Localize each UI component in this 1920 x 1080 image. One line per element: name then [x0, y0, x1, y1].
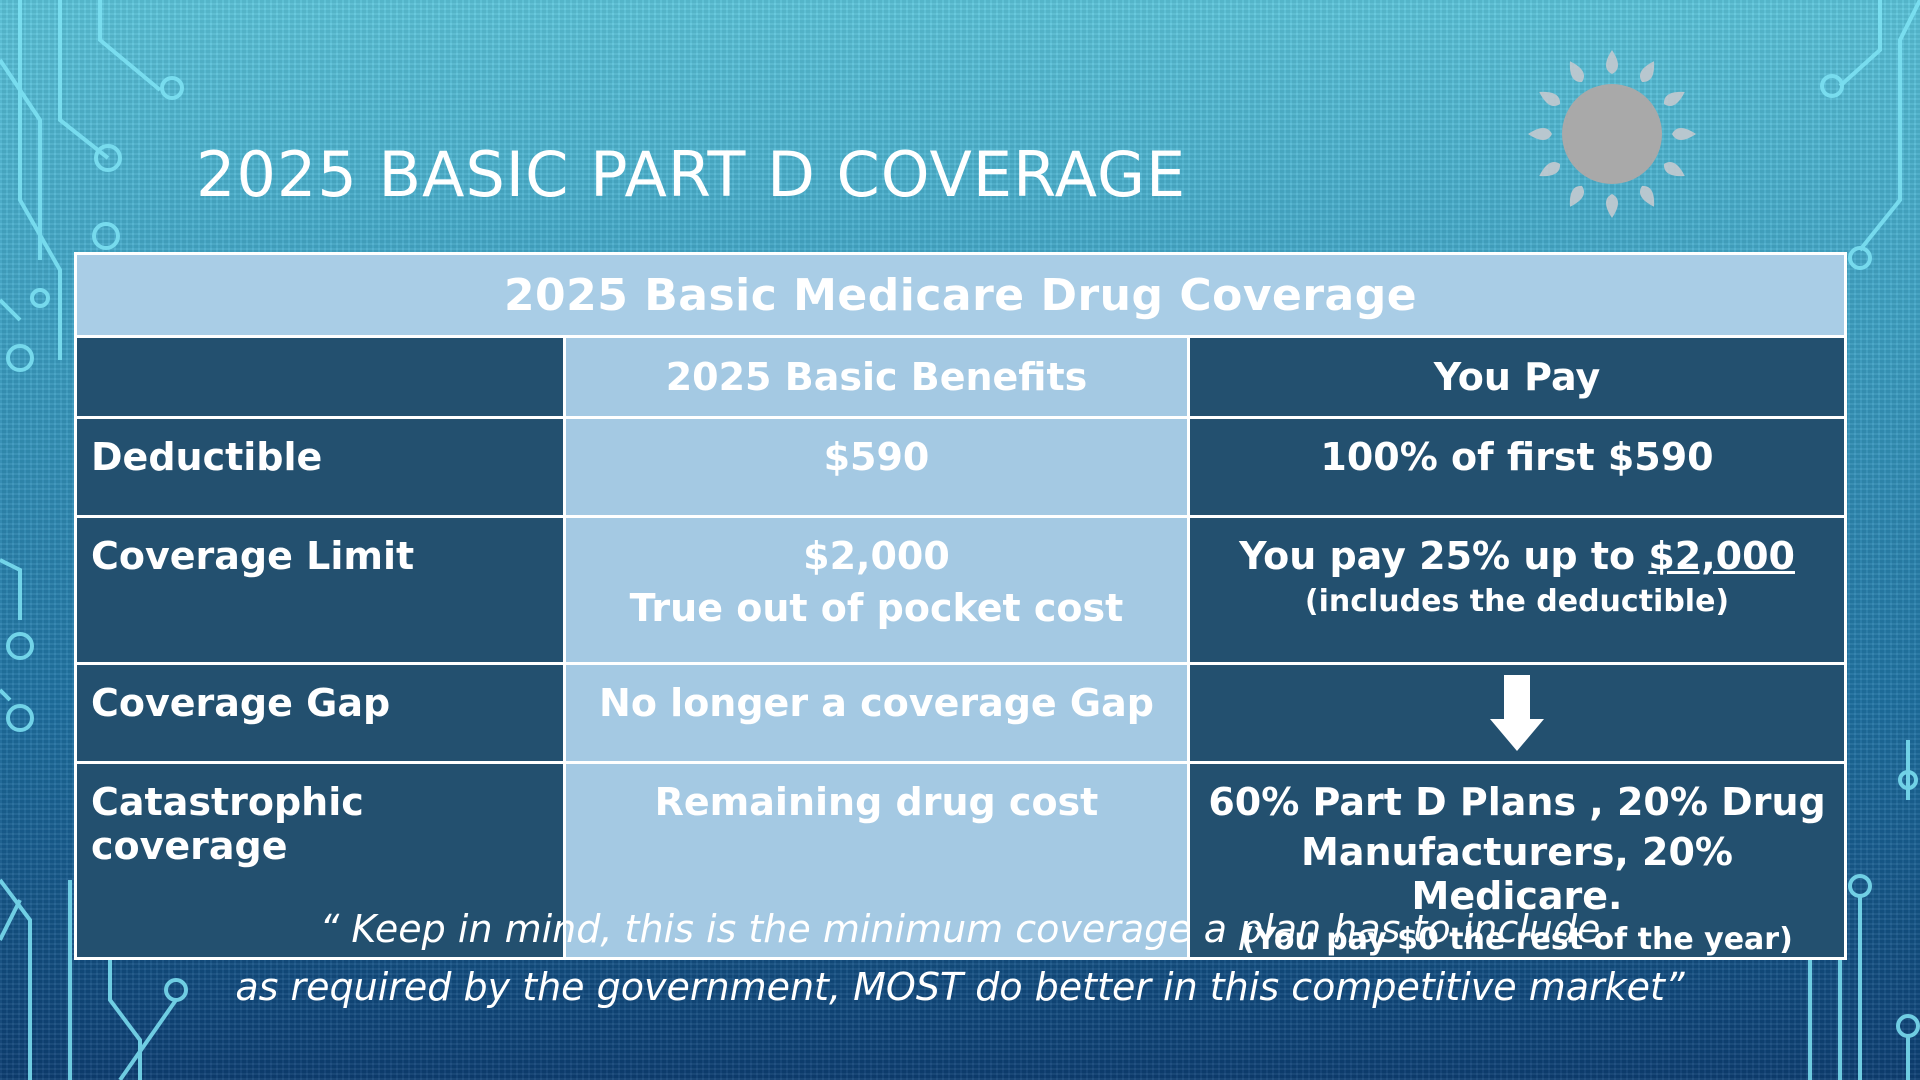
table-caption: 2025 Basic Medicare Drug Coverage [76, 254, 1846, 337]
benefit-cell: $590 [565, 418, 1189, 517]
benefit-amount: $2,000 [566, 534, 1187, 578]
column-header-empty [76, 337, 565, 418]
benefit-cell: $2,000 True out of pocket cost [565, 517, 1189, 664]
you-pay-cell: You pay 25% up to $2,000 (includes the d… [1189, 517, 1846, 664]
you-pay-cell [1189, 664, 1846, 763]
quote-line-1: “ Keep in mind, this is the minimum cove… [0, 900, 1920, 958]
table-row-coverage-gap: Coverage Gap No longer a coverage Gap [76, 664, 1846, 763]
you-pay-subtext: (includes the deductible) [1190, 584, 1844, 619]
you-pay-cell: 100% of first $590 [1189, 418, 1846, 517]
column-header-you-pay: You Pay [1189, 337, 1846, 418]
row-label: Coverage Limit [76, 517, 565, 664]
table-row-coverage-limit: Coverage Limit $2,000 True out of pocket… [76, 517, 1846, 664]
you-pay-line: You pay 25% up to $2,000 [1190, 534, 1844, 578]
quote-line-2: as required by the government, MOST do b… [0, 958, 1920, 1016]
arrow-down-icon [1490, 675, 1544, 751]
column-header-benefits: 2025 Basic Benefits [565, 337, 1189, 418]
footer-quote: “ Keep in mind, this is the minimum cove… [0, 900, 1920, 1016]
table-row-deductible: Deductible $590 100% of first $590 [76, 418, 1846, 517]
you-pay-line-1: 60% Part D Plans , 20% Drug [1190, 780, 1844, 824]
slide-title: 2025 BASIC PART D COVERAGE [196, 138, 1186, 211]
coverage-table-container: 2025 Basic Medicare Drug Coverage 2025 B… [74, 252, 1844, 960]
you-pay-amount: $2,000 [1648, 534, 1795, 578]
benefit-subtext: True out of pocket cost [566, 586, 1187, 630]
row-label: Deductible [76, 418, 565, 517]
you-pay-prefix: You pay 25% up to [1239, 534, 1648, 578]
benefit-cell: No longer a coverage Gap [565, 664, 1189, 763]
coverage-table: 2025 Basic Medicare Drug Coverage 2025 B… [74, 252, 1847, 960]
row-label: Coverage Gap [76, 664, 565, 763]
sun-icon [1512, 40, 1712, 240]
